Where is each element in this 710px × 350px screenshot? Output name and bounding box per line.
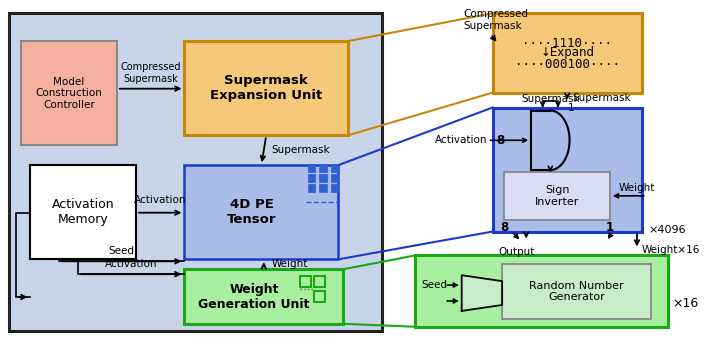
FancyBboxPatch shape — [307, 164, 315, 172]
Polygon shape — [462, 275, 502, 311]
Text: Activation: Activation — [134, 195, 187, 205]
Text: 1: 1 — [606, 221, 614, 234]
FancyBboxPatch shape — [320, 164, 327, 172]
Text: Weight: Weight — [619, 183, 655, 193]
FancyBboxPatch shape — [185, 269, 343, 324]
FancyBboxPatch shape — [307, 174, 315, 182]
Text: ····1110····: ····1110···· — [522, 36, 612, 50]
FancyBboxPatch shape — [331, 174, 339, 182]
Text: Compressed
Supermask: Compressed Supermask — [464, 9, 529, 31]
Text: 8: 8 — [496, 134, 504, 147]
Text: ×4096: ×4096 — [648, 225, 686, 235]
FancyBboxPatch shape — [415, 256, 668, 327]
Text: ↓Expand: ↓Expand — [540, 47, 594, 60]
Text: ×16: ×16 — [672, 298, 699, 310]
Text: ····000100····: ····000100···· — [515, 58, 620, 71]
FancyBboxPatch shape — [320, 174, 327, 182]
FancyBboxPatch shape — [320, 184, 327, 192]
Text: Output: Output — [498, 247, 535, 257]
Text: Activation
Memory: Activation Memory — [52, 198, 114, 226]
Text: 1: 1 — [568, 103, 575, 113]
Text: 8: 8 — [500, 221, 508, 234]
Text: Seed: Seed — [421, 280, 447, 290]
Text: Supermask: Supermask — [271, 145, 329, 155]
FancyBboxPatch shape — [9, 13, 382, 331]
Text: Sign
Inverter: Sign Inverter — [535, 185, 579, 206]
FancyBboxPatch shape — [502, 264, 651, 319]
Text: Seed: Seed — [109, 246, 135, 257]
Text: 4D PE
Tensor: 4D PE Tensor — [227, 198, 276, 226]
Text: Compressed
Supermask: Compressed Supermask — [121, 62, 181, 84]
FancyBboxPatch shape — [331, 164, 339, 172]
Text: Weight
Generation Unit: Weight Generation Unit — [199, 282, 310, 310]
FancyBboxPatch shape — [307, 184, 315, 192]
Text: Activation: Activation — [105, 259, 158, 269]
FancyBboxPatch shape — [21, 41, 117, 145]
Text: Weight: Weight — [271, 259, 308, 269]
Text: Supermask: Supermask — [572, 93, 630, 103]
Text: Activation: Activation — [435, 135, 488, 145]
FancyBboxPatch shape — [504, 172, 610, 220]
FancyBboxPatch shape — [31, 165, 136, 259]
Text: Weight×16: Weight×16 — [642, 245, 700, 256]
FancyBboxPatch shape — [493, 107, 642, 232]
Text: Supermask
Expansion Unit: Supermask Expansion Unit — [210, 74, 322, 102]
FancyBboxPatch shape — [331, 184, 339, 192]
FancyBboxPatch shape — [185, 41, 348, 135]
FancyBboxPatch shape — [185, 165, 339, 259]
Text: Model
Construction
Controller: Model Construction Controller — [36, 77, 102, 110]
FancyBboxPatch shape — [493, 13, 642, 93]
Text: Random Number
Generator: Random Number Generator — [530, 281, 624, 302]
Text: Supermask: Supermask — [521, 93, 579, 104]
